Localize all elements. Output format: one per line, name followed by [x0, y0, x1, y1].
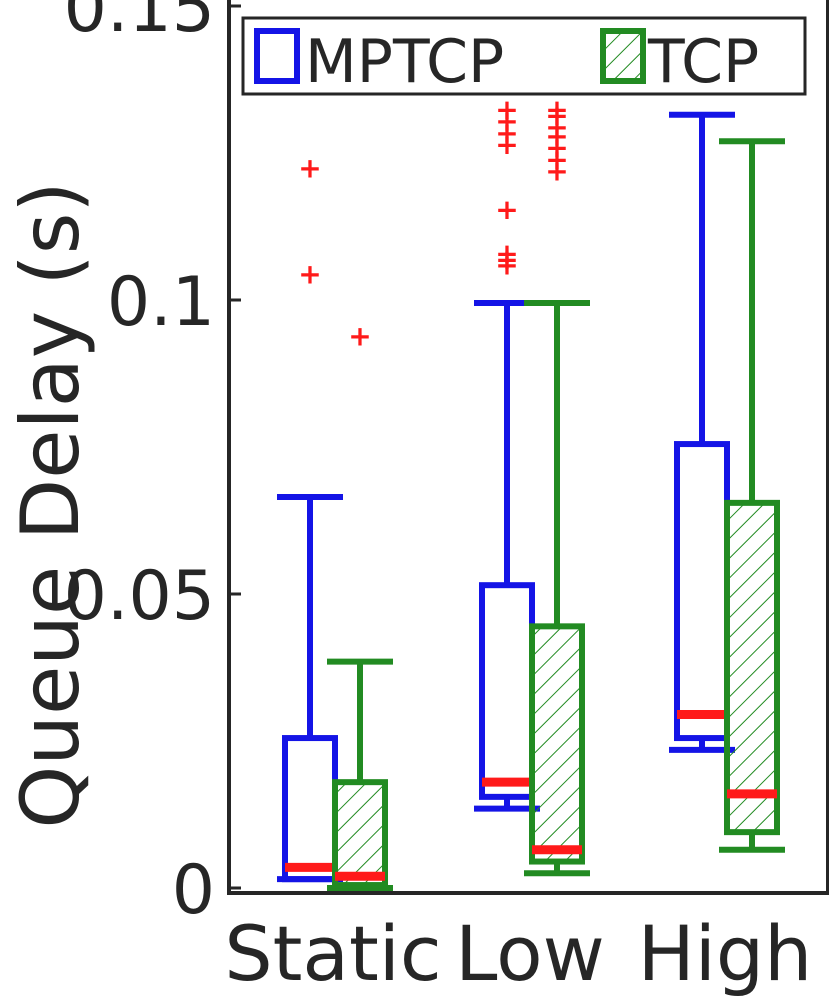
- box-tcp-low: +++++++: [524, 93, 590, 877]
- outlier-point: +: [495, 93, 518, 126]
- outlier-point: +: [545, 99, 568, 132]
- outlier-point: +: [545, 143, 568, 176]
- outlier-point: +: [495, 116, 518, 149]
- box-iqr: [724, 499, 780, 836]
- outlier-point: +: [348, 319, 371, 352]
- y-axis-label: Queue Delay (s): [4, 181, 97, 828]
- y-tick-label: 0.05: [64, 557, 215, 636]
- outlier-point: +: [298, 258, 321, 291]
- y-ticks: 0 0.05 0.1 0.15: [64, 0, 241, 930]
- outlier-point: +: [545, 93, 568, 126]
- outlier-point: +: [545, 111, 568, 144]
- box-iqr: [529, 623, 585, 865]
- y-tick-label: 0: [172, 851, 215, 930]
- box-tcp-static: +: [327, 319, 393, 891]
- x-tick-label-low: Low: [455, 909, 605, 998]
- legend-frame: [241, 16, 807, 96]
- box-mptcp-low: ++++++++: [474, 93, 540, 812]
- legend-label-tcp: TCP: [647, 27, 759, 97]
- box-iqr: [282, 735, 338, 883]
- x-tick-label-high: High: [638, 909, 813, 998]
- box-iqr: [479, 582, 535, 800]
- outlier-point: +: [545, 131, 568, 164]
- legend-swatch-mptcp: [254, 28, 300, 84]
- outlier-point: +: [298, 152, 321, 185]
- box-tcp-high: [719, 138, 785, 853]
- outlier-point: +: [495, 128, 518, 161]
- y-tick-label: 0.15: [64, 0, 215, 48]
- plot-area-frame: [227, 0, 829, 895]
- outlier-point: +: [545, 119, 568, 152]
- x-tick-label-static: Static: [224, 909, 441, 998]
- outlier-point: +: [495, 249, 518, 282]
- legend-label-mptcp: MPTCP: [305, 27, 504, 97]
- box-iqr: [332, 779, 388, 889]
- outlier-point: +: [495, 105, 518, 138]
- outlier-point: +: [545, 155, 568, 188]
- outlier-point: +: [495, 243, 518, 276]
- outlier-point: +: [495, 193, 518, 226]
- box-mptcp-static: ++: [277, 152, 343, 883]
- box-iqr: [674, 441, 730, 742]
- boxes-layer: ++++++++++++++++++: [277, 93, 785, 891]
- x-category-labels: Static Low High: [224, 909, 812, 998]
- outlier-point: +: [495, 237, 518, 270]
- legend: MPTCP TCP: [241, 16, 807, 97]
- legend-swatch-tcp: [600, 28, 646, 84]
- y-tick-label: 0.1: [107, 263, 215, 342]
